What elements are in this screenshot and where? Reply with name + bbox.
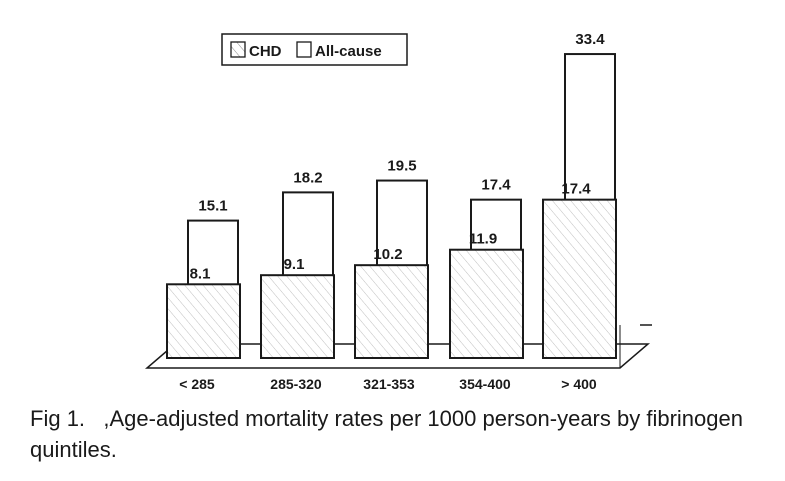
bar-chd bbox=[166, 283, 241, 360]
legend-label-chd: CHD bbox=[249, 43, 282, 60]
data-label-all-cause: 17.4 bbox=[481, 177, 511, 194]
bar-chd bbox=[449, 248, 524, 360]
data-label-chd: 9.1 bbox=[284, 256, 305, 273]
data-label-all-cause: 18.2 bbox=[293, 169, 322, 186]
x-axis-labels: < 285 285-320 321-353 354-400 > 400 bbox=[179, 376, 597, 392]
x-tick-label: > 400 bbox=[561, 376, 597, 392]
legend-label-all-cause: All-cause bbox=[315, 43, 382, 60]
bar-chd bbox=[354, 264, 429, 359]
data-label-all-cause: 19.5 bbox=[387, 158, 416, 175]
data-label-chd: 17.4 bbox=[561, 181, 591, 198]
figure-label: Fig bbox=[30, 406, 61, 431]
bar-chd bbox=[260, 274, 335, 359]
x-tick-label: 285-320 bbox=[270, 376, 322, 392]
legend-swatch-all-cause bbox=[296, 41, 312, 58]
legend-box bbox=[221, 33, 408, 66]
x-tick-label: 321-353 bbox=[363, 376, 415, 392]
figure-number: 1. bbox=[66, 406, 86, 431]
data-label-chd: 8.1 bbox=[190, 265, 211, 282]
data-label-all-cause: 15.1 bbox=[198, 198, 227, 215]
data-label-all-cause: 33.4 bbox=[575, 31, 605, 48]
figure-caption-text: ,Age-adjusted mortality rates per 1000 p… bbox=[30, 406, 743, 462]
x-tick-label: < 285 bbox=[179, 376, 215, 392]
x-tick-label: 354-400 bbox=[459, 376, 511, 392]
legend: CHD All-cause bbox=[221, 33, 408, 66]
data-label-chd: 11.9 bbox=[469, 231, 497, 248]
bar-chart: 15.1 8.1 18.2 9.1 19.5 10.2 17.4 11.9 33.4 17.4 <… bbox=[144, 31, 652, 392]
data-label-chd: 10.2 bbox=[373, 246, 402, 263]
figure-caption: Fig 1. ,Age-adjusted mortality rates per… bbox=[30, 403, 770, 465]
bar-chd bbox=[542, 198, 617, 359]
legend-swatch-chd bbox=[230, 41, 246, 58]
chart-floor bbox=[144, 343, 651, 369]
bar-groups: 15.1 8.1 18.2 9.1 19.5 10.2 17.4 11.9 33.4 17.4 bbox=[166, 31, 617, 360]
